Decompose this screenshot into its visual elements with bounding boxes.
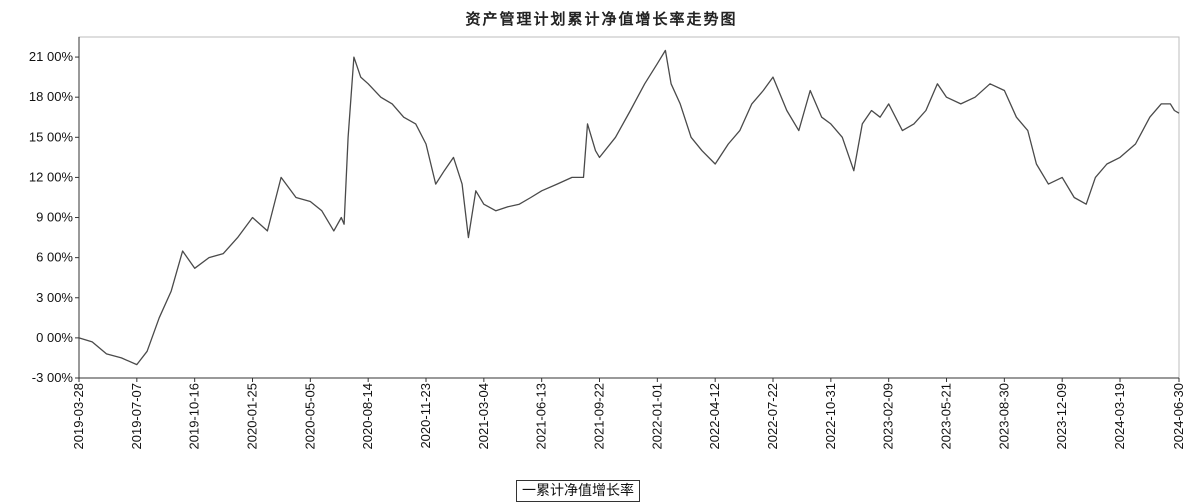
legend: 一累计净值增长率 bbox=[516, 480, 640, 502]
x-tick-label: 2019-07-07 bbox=[129, 383, 144, 450]
x-tick-label: 2022-01-01 bbox=[649, 383, 664, 450]
y-tick-label: 0 00% bbox=[36, 330, 73, 345]
x-tick-label: 2023-02-09 bbox=[881, 383, 896, 450]
x-tick-label: 2024-06-30 bbox=[1171, 383, 1186, 450]
y-tick-label: 6 00% bbox=[36, 250, 73, 265]
x-tick-label: 2022-07-22 bbox=[765, 383, 780, 450]
x-tick-label: 2019-10-16 bbox=[187, 383, 202, 450]
series-line bbox=[78, 49, 1180, 366]
y-tick-label: 3 00% bbox=[36, 290, 73, 305]
y-tick-label: 18 00% bbox=[29, 89, 74, 104]
x-tick-label: 2020-05-05 bbox=[302, 383, 317, 450]
x-tick-label: 2021-06-13 bbox=[534, 383, 549, 450]
y-tick-label: 21 00% bbox=[29, 49, 74, 64]
x-tick-label: 2023-12-09 bbox=[1054, 383, 1069, 450]
legend-label: 一累计净值增长率 bbox=[522, 483, 634, 499]
x-tick-label: 2023-08-30 bbox=[996, 383, 1011, 450]
x-tick-label: 2024-03-19 bbox=[1112, 383, 1127, 450]
y-tick-label: 9 00% bbox=[36, 210, 73, 225]
y-tick-group: -3 00% 0 00% 3 00% 6 00% 9 00% 12 00% 15 00% 18… bbox=[29, 49, 79, 385]
x-tick-group: 2019-03-28 2019-07-07 2019-10-16 2020-01-25… bbox=[71, 378, 1186, 450]
x-tick-label: 2020-01-25 bbox=[245, 383, 260, 450]
x-tick-label: 2020-11-23 bbox=[418, 383, 433, 449]
chart-title: 资产管理计划累计净值增长率走势图 bbox=[465, 10, 738, 28]
x-tick-label: 2022-04-12 bbox=[707, 383, 722, 450]
y-tick-label: -3 00% bbox=[32, 370, 74, 385]
x-tick-label: 2020-08-14 bbox=[360, 383, 375, 450]
x-tick-label: 2023-05-21 bbox=[939, 383, 954, 450]
series-group bbox=[78, 49, 1180, 366]
x-tick-label: 2019-03-28 bbox=[71, 383, 86, 450]
x-tick-label: 2021-09-22 bbox=[592, 383, 607, 450]
x-tick-label: 2022-10-31 bbox=[823, 383, 838, 450]
y-tick-label: 12 00% bbox=[29, 169, 74, 184]
y-tick-label: 15 00% bbox=[29, 129, 74, 144]
plot-area-border bbox=[78, 36, 1180, 379]
x-tick-label: 2021-03-04 bbox=[476, 383, 491, 450]
